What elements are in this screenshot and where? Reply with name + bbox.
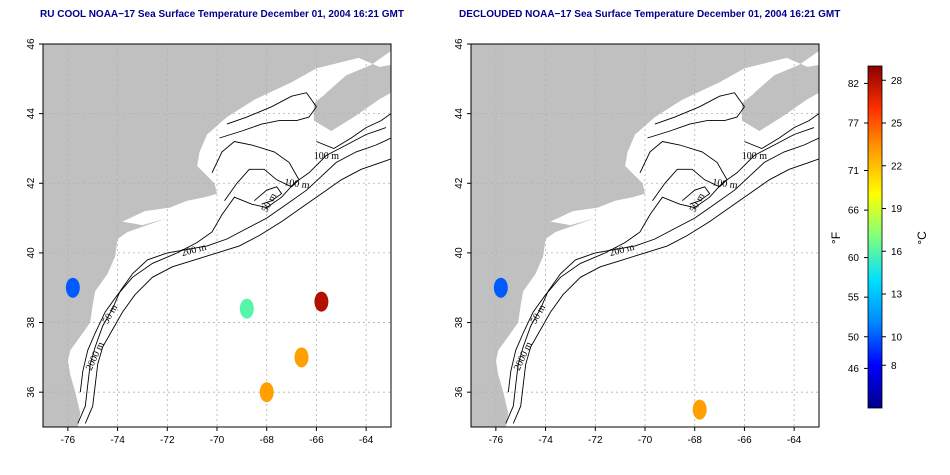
colorbar-label-f: 77 [848, 119, 860, 130]
colorbar-label-c: 28 [891, 76, 903, 87]
x-tick-label: -64 [359, 435, 374, 446]
x-tick-label: -68 [259, 435, 274, 446]
depth-contour [211, 141, 300, 201]
colorbar-label-c: 25 [891, 119, 903, 130]
y-tick-label: 46 [454, 38, 465, 50]
x-tick-label: -68 [687, 435, 702, 446]
sst-patch [493, 277, 508, 298]
y-tick-label: 36 [26, 386, 37, 398]
colorbar-label-c: 19 [891, 204, 903, 215]
depth-contour [505, 137, 819, 424]
depth-contour [682, 186, 711, 205]
x-tick-label: -76 [489, 435, 504, 446]
y-tick-label: 44 [454, 108, 465, 120]
y-tick-label: 40 [26, 247, 37, 259]
x-tick-label: -74 [538, 435, 553, 446]
depth-contour [79, 127, 387, 393]
depth-contour [84, 158, 391, 424]
depth-contour [507, 127, 815, 393]
depth-contour [77, 137, 391, 424]
x-tick-label: -70 [210, 435, 225, 446]
colorbar-label-f: 66 [848, 206, 860, 217]
sst-patch [65, 277, 80, 298]
land-mainland [471, 44, 819, 427]
y-tick-label: 38 [454, 317, 465, 329]
celsius-unit-label: °C [915, 231, 929, 245]
contour-label: 100 m [742, 151, 768, 162]
colorbar-label-c: 13 [891, 290, 903, 301]
map-plot-area [43, 44, 391, 427]
depth-contour [639, 141, 728, 201]
y-tick-label: 40 [454, 247, 465, 259]
depth-contour [219, 92, 317, 139]
colorbar-label-c: 16 [891, 247, 903, 258]
y-tick-label: 38 [26, 317, 37, 329]
colorbar: 8 10 13 16 19 22 25 28 46 50 55 60 66 71 77 82 °F °C [829, 65, 929, 409]
y-tick-label: 36 [454, 386, 465, 398]
map-title-right: DECLOUDED NOAA−17 Sea Surface Temperatur… [459, 9, 841, 20]
y-tick-label: 44 [26, 108, 37, 120]
colorbar-label-f: 82 [848, 79, 860, 90]
contour-label: 100 m [284, 177, 311, 191]
colorbar-label-c: 10 [891, 332, 903, 343]
map-title-left: RU COOL NOAA−17 Sea Surface Temperature … [40, 9, 404, 20]
x-tick-label: -72 [588, 435, 603, 446]
fahrenheit-unit-label: °F [829, 232, 843, 244]
colorbar-label-c: 22 [891, 161, 903, 172]
colorbar-label-c: 8 [891, 361, 897, 372]
land-mainland [43, 44, 391, 427]
sst-patch [259, 382, 274, 403]
y-tick-label: 42 [26, 177, 37, 189]
contour-label: 100 m [314, 151, 340, 162]
x-tick-label: -64 [787, 435, 802, 446]
map-plot-area [471, 44, 819, 427]
x-tick-label: -76 [61, 435, 76, 446]
depth-contour [647, 92, 745, 139]
x-tick-label: -66 [737, 435, 752, 446]
sst-patch [239, 298, 254, 319]
colorbar-scale [867, 65, 883, 409]
x-tick-label: -74 [110, 435, 125, 446]
x-tick-label: -66 [309, 435, 324, 446]
colorbar-label-f: 60 [848, 253, 860, 264]
land-nova-scotia [313, 64, 391, 131]
depth-contour [316, 113, 391, 150]
depth-contour [254, 186, 283, 205]
colorbar-label-f: 55 [848, 293, 860, 304]
colorbar-label-f: 46 [848, 364, 860, 375]
sst-patch [314, 291, 329, 312]
sst-patch [294, 347, 309, 368]
contour-label: 100 m [712, 177, 739, 191]
sst-patch [692, 399, 707, 420]
depth-contour [512, 158, 819, 424]
land-nova-scotia [741, 64, 819, 131]
y-tick-label: 42 [454, 177, 465, 189]
colorbar-label-f: 71 [848, 166, 860, 177]
x-tick-label: -72 [160, 435, 175, 446]
colorbar-label-f: 50 [848, 332, 860, 343]
x-tick-label: -70 [638, 435, 653, 446]
y-tick-label: 46 [26, 38, 37, 50]
depth-contour [744, 113, 819, 150]
